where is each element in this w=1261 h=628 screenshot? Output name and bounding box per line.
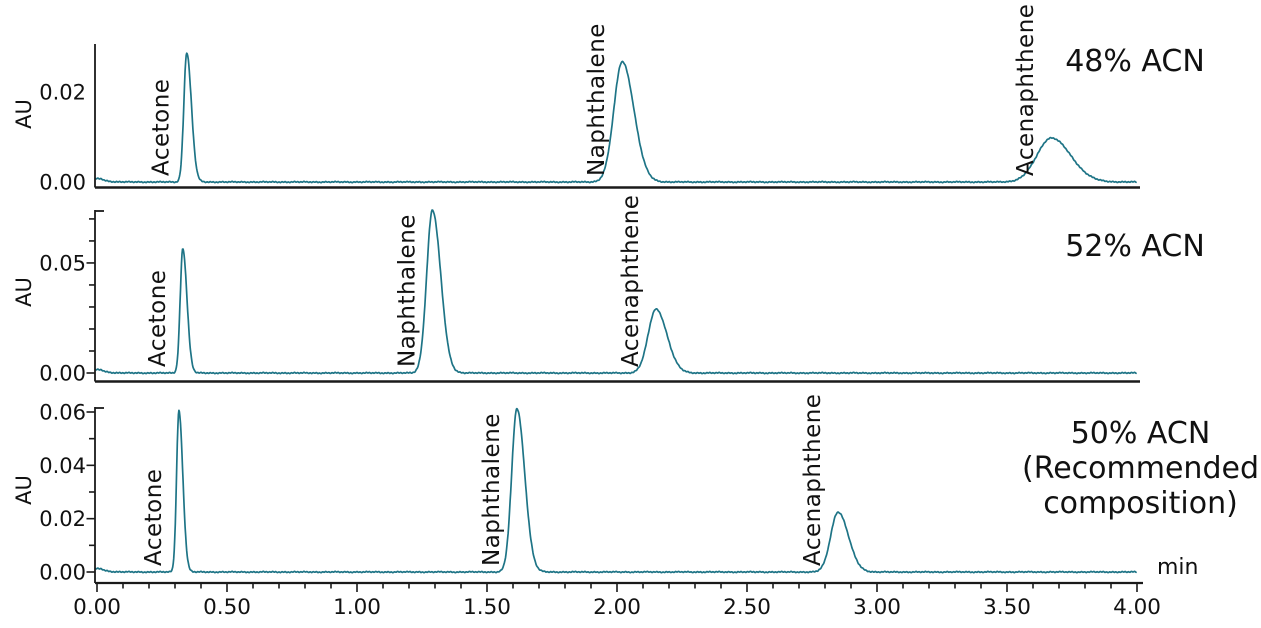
panel2-y-tick-label: 0.00 [39, 362, 86, 386]
peak-label-naphthalene: Naphthalene [479, 413, 505, 566]
x-tick-label: 1.50 [463, 595, 511, 620]
y-axis-label-panel1: AU [12, 99, 36, 129]
peak-label-naphthalene: Naphthalene [394, 214, 420, 367]
panel1-y-tick-label: 0.00 [39, 171, 86, 195]
peak-label-acenaphthene: Acenaphthene [800, 394, 826, 566]
peak-label-acetone: Acetone [149, 79, 175, 176]
x-axis-unit-label: min [1157, 555, 1199, 580]
panel1-trace [94, 52, 1138, 184]
y-axis-label-panel2: AU [12, 277, 36, 307]
x-tick-label: 0.50 [203, 595, 251, 620]
x-tick-label: 2.00 [593, 595, 641, 620]
panel-title-50-line3: composition) [1043, 486, 1238, 521]
panel3-y-tick-label: 0.04 [39, 454, 86, 478]
peak-label-acenaphthene: Acenaphthene [618, 195, 644, 367]
peak-label-naphthalene: Naphthalene [584, 23, 610, 176]
panel-title-50-line1: 50% ACN [1070, 416, 1211, 451]
panel2-trace [94, 209, 1138, 375]
x-tick-label: 3.00 [853, 595, 901, 620]
panel3-y-tick-label: 0.06 [39, 401, 86, 425]
panel1-y-tick-label: 0.02 [39, 81, 86, 105]
x-tick-label: 1.00 [333, 595, 381, 620]
peak-label-acetone: Acetone [141, 469, 167, 566]
x-tick-label: 3.50 [983, 595, 1031, 620]
y-axis-label-panel3: AU [12, 475, 36, 505]
panel-title-52-acn: 52% ACN [1065, 229, 1205, 264]
peak-label-acetone: Acetone [145, 270, 171, 367]
x-tick-label: 2.50 [723, 595, 771, 620]
panel-title-50-acn: 50% ACN (Recommended composition) [1018, 416, 1261, 521]
panel2-y-tick-label: 0.05 [39, 251, 86, 275]
peak-label-acenaphthene: Acenaphthene [1013, 4, 1039, 176]
panel3-y-tick-label: 0.00 [39, 561, 86, 585]
panel-title-48-acn: 48% ACN [1065, 44, 1205, 79]
panel3-y-tick-label: 0.02 [39, 507, 86, 531]
panel-title-50-line2: (Recommended [1022, 451, 1259, 486]
panel3-trace [94, 407, 1138, 574]
x-tick-label: 0.00 [73, 595, 121, 620]
x-tick-label: 4.00 [1113, 595, 1161, 620]
